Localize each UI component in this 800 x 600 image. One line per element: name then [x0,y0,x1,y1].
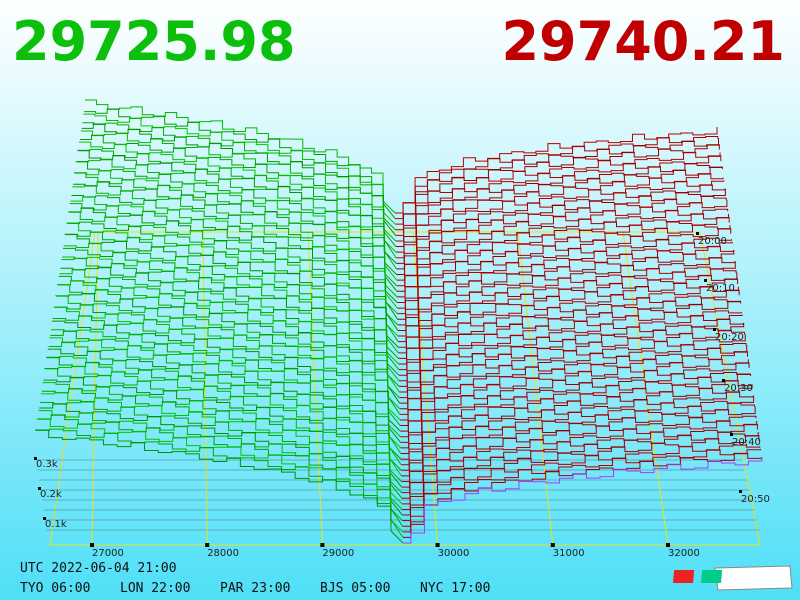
ask-depth-line [403,457,763,544]
bid-depth-line [78,148,397,259]
price-label: 28000 [207,548,239,559]
price-tick [90,543,94,547]
bid-depth-line [64,233,399,348]
bid-depth-line [59,268,400,382]
price-label: 32000 [668,548,700,559]
city-clock: TYO 06:00 [20,581,90,596]
time-tick [722,379,725,382]
time-label: 20:00 [698,236,727,247]
bid-depth-line [44,367,402,482]
price-tick [320,543,325,547]
ask-depth-line [400,371,751,455]
city-clock: PAR 23:00 [220,581,290,596]
bid-depth-line [68,207,398,320]
volume-label: 0.2k [40,489,62,500]
bid-depth-line [57,284,400,398]
time-label: 20:10 [706,283,735,294]
bid-depth-line [68,211,399,326]
bid-depth-line [76,158,397,270]
ask-depth-line [396,173,724,259]
price-tick [435,543,440,547]
volume-label: 0.1k [45,519,67,530]
volume-tick [38,487,41,490]
volume-label: 0.3k [36,459,58,470]
bid-depth-line [85,99,396,214]
bid-depth-line [37,414,404,527]
axis-labels: 27000 28000 29000 30000 31000 32000 0.3k 0.2k 0.… [20,232,770,596]
utc-clock: UTC 2022-06-04 21:00 [20,561,177,576]
floor-outline [49,231,761,546]
depth-surface [35,99,763,544]
time-label: 20:20 [715,332,744,343]
ask-price: 29740.21 [501,10,785,73]
bid-depth-line [77,149,397,264]
time-tick [739,490,742,493]
price-grid-line [517,231,554,546]
time-label: 20:40 [732,437,761,448]
bid-depth-line [67,221,399,331]
price-label: 27000 [92,548,124,559]
bid-depth-line [36,418,404,533]
city-clock: LON 22:00 [120,581,190,596]
time-tick [730,433,733,436]
city-clock: NYC 17:00 [420,581,490,596]
ask-depth-line [396,208,729,292]
ask-depth-line [398,278,739,365]
price-label: 30000 [438,548,470,559]
price-label: 29000 [322,548,354,559]
time-label: 20:50 [741,494,770,505]
bid-depth-line [47,348,402,460]
bid-depth-line [55,295,401,410]
price-tick [666,543,670,547]
bid-depth-line [39,403,403,516]
ask-depth-line [397,237,732,320]
price-grid-line [307,231,323,546]
ask-depth-line [400,342,747,427]
bid-depth-line [79,134,397,247]
time-tick [696,232,699,235]
price-tick [550,543,555,547]
bid-depth-line [57,280,400,393]
bid-depth-line [46,356,402,471]
glasses-icon [672,565,793,591]
ask-depth-line [395,144,720,231]
price-grid-line [202,231,208,546]
price-grid-line [91,231,99,546]
price-label: 31000 [553,548,585,559]
time-tick [713,328,716,331]
volume-tick [43,517,46,520]
bid-price: 29725.98 [12,10,296,73]
volume-tick [34,457,37,460]
bid-depth-line [66,222,399,337]
time-label: 20:30 [724,383,753,394]
city-clock: BJS 05:00 [320,581,390,596]
ask-depth-line [402,444,761,527]
bid-depth-line [35,429,404,544]
bid-depth-line [56,293,401,404]
bid-depth-line [75,161,397,275]
price-tick [205,543,210,547]
bid-depth-line [48,341,402,454]
bid-depth-line [35,428,404,538]
bid-depth-line [46,355,402,465]
time-tick [704,279,707,282]
ask-depth-line [399,310,742,393]
ask-depth-line [401,415,757,499]
